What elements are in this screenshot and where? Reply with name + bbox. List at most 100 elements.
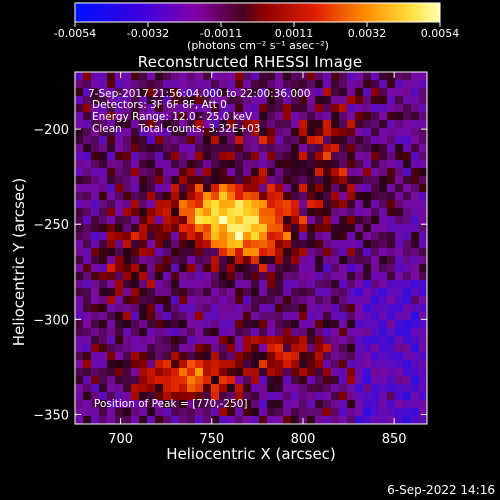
heatmap-cell	[363, 136, 372, 145]
heatmap-cell	[259, 80, 268, 89]
heatmap-cell	[323, 264, 332, 273]
heatmap-cell	[107, 128, 116, 137]
heatmap-cell	[131, 144, 140, 153]
heatmap-cell	[323, 112, 332, 121]
heatmap-cell	[203, 112, 212, 121]
heatmap-cell	[139, 112, 148, 121]
heatmap-cell	[291, 232, 300, 241]
heatmap-cell	[331, 184, 340, 193]
heatmap-cell	[203, 360, 212, 369]
heatmap-cell	[267, 136, 276, 145]
heatmap-cell	[315, 352, 324, 361]
heatmap-cell	[403, 80, 412, 89]
heatmap-cell	[419, 80, 428, 89]
heatmap-cell	[227, 296, 236, 305]
heatmap-cell	[251, 336, 260, 345]
heatmap-cell	[259, 272, 268, 281]
heatmap-cell	[115, 168, 124, 177]
heatmap-cell	[123, 136, 132, 145]
heatmap-cell	[371, 368, 380, 377]
heatmap-cell	[299, 408, 308, 417]
heatmap-cell	[355, 256, 364, 265]
heatmap-cell	[203, 200, 212, 209]
heatmap-cell	[347, 136, 356, 145]
heatmap-cell	[75, 408, 84, 417]
heatmap-cell	[403, 232, 412, 241]
heatmap-cell	[315, 144, 324, 153]
heatmap-cell	[75, 80, 84, 89]
heatmap-cell	[387, 408, 396, 417]
heatmap-cell	[83, 344, 92, 353]
heatmap-cell	[395, 232, 404, 241]
heatmap-cell	[131, 360, 140, 369]
heatmap-cell	[107, 120, 116, 129]
heatmap-cell	[363, 168, 372, 177]
heatmap-cell	[363, 408, 372, 417]
heatmap-cell	[419, 120, 428, 129]
heatmap-cell	[83, 88, 92, 97]
heatmap-cell	[139, 88, 148, 97]
heatmap-cell	[123, 360, 132, 369]
heatmap-cell	[91, 288, 100, 297]
heatmap-cell	[371, 312, 380, 321]
heatmap-cell	[115, 400, 124, 409]
heatmap-cell	[83, 264, 92, 273]
heatmap-cell	[363, 392, 372, 401]
heatmap-cell	[243, 352, 252, 361]
heatmap-cell	[251, 160, 260, 169]
heatmap-cell	[227, 288, 236, 297]
heatmap-cell	[267, 248, 276, 257]
heatmap-cell	[155, 360, 164, 369]
heatmap-cell	[299, 160, 308, 169]
heatmap-cell	[131, 344, 140, 353]
heatmap-cell	[275, 240, 284, 249]
heatmap-cell	[387, 384, 396, 393]
heatmap-cell	[299, 344, 308, 353]
heatmap-cell	[195, 248, 204, 257]
heatmap-cell	[419, 344, 428, 353]
heatmap-cell	[315, 400, 324, 409]
heatmap-cell	[187, 128, 196, 137]
heatmap-cell	[179, 72, 188, 81]
heatmap-cell	[299, 184, 308, 193]
heatmap-cell	[155, 280, 164, 289]
heatmap-cell	[219, 312, 228, 321]
heatmap-cell	[315, 136, 324, 145]
heatmap-cell	[131, 416, 140, 425]
heatmap-cell	[339, 192, 348, 201]
heatmap-cell	[179, 408, 188, 417]
heatmap-cell	[371, 184, 380, 193]
heatmap-cell	[363, 160, 372, 169]
heatmap-cell	[267, 208, 276, 217]
heatmap-cell	[403, 352, 412, 361]
heatmap-cell	[299, 240, 308, 249]
heatmap-cell	[227, 112, 236, 121]
heatmap-cell	[211, 384, 220, 393]
heatmap-cell	[347, 184, 356, 193]
heatmap-cell	[299, 152, 308, 161]
heatmap-cell	[267, 264, 276, 273]
heatmap-cell	[411, 96, 420, 105]
heatmap-cell	[371, 120, 380, 129]
heatmap-cell	[259, 224, 268, 233]
heatmap-cell	[339, 248, 348, 257]
heatmap-cell	[75, 160, 84, 169]
heatmap-cell	[235, 360, 244, 369]
heatmap-cell	[139, 328, 148, 337]
heatmap-cell	[115, 112, 124, 121]
heatmap-cell	[147, 232, 156, 241]
heatmap-cell	[331, 368, 340, 377]
heatmap-cell	[307, 240, 316, 249]
heatmap-cell	[419, 112, 428, 121]
heatmap-cell	[187, 144, 196, 153]
heatmap-cell	[283, 336, 292, 345]
heatmap-cell	[411, 288, 420, 297]
heatmap-cell	[139, 352, 148, 361]
heatmap-cell	[419, 160, 428, 169]
heatmap-cell	[403, 360, 412, 369]
heatmap-cell	[419, 280, 428, 289]
heatmap-cell	[139, 392, 148, 401]
heatmap-cell	[299, 120, 308, 129]
heatmap-cell	[419, 312, 428, 321]
heatmap-cell	[387, 168, 396, 177]
